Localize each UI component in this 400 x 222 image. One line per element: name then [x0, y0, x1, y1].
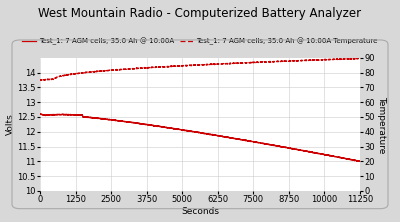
- Test_1: 7 AGM cells, 35.0 Ah @ 10.00A: (1.12e+04, 11): 7 AGM cells, 35.0 Ah @ 10.00A: (1.12e+04…: [357, 160, 362, 163]
- Test_1: 7 AGM cells, 35.0 Ah @ 10.00A Temperature: (1.1e+04, 89.4): 7 AGM cells, 35.0 Ah @ 10.00A Temperatur…: [352, 57, 356, 60]
- Text: West Mountain Radio - Computerized Battery Analyzer: West Mountain Radio - Computerized Batte…: [38, 7, 362, 20]
- Test_1: 7 AGM cells, 35.0 Ah @ 10.00A Temperature: (1.29e+03, 79.4): 7 AGM cells, 35.0 Ah @ 10.00A Temperatur…: [74, 72, 79, 75]
- X-axis label: Seconds: Seconds: [181, 207, 219, 216]
- Test_1: 7 AGM cells, 35.0 Ah @ 10.00A Temperature: (1.12e+04, 89.7): 7 AGM cells, 35.0 Ah @ 10.00A Temperatur…: [356, 57, 360, 59]
- Legend: Test_1: 7 AGM cells, 35.0 Ah @ 10.00A, Test_1: 7 AGM cells, 35.0 Ah @ 10.00A Tem: Test_1: 7 AGM cells, 35.0 Ah @ 10.00A, T…: [20, 35, 380, 48]
- Test_1: 7 AGM cells, 35.0 Ah @ 10.00A Temperature: (4.81e+03, 84.2): 7 AGM cells, 35.0 Ah @ 10.00A Temperatur…: [174, 65, 179, 68]
- Y-axis label: Temperature: Temperature: [378, 96, 386, 153]
- Test_1: 7 AGM cells, 35.0 Ah @ 10.00A: (1.29e+03, 12.6): 7 AGM cells, 35.0 Ah @ 10.00A: (1.29e+03…: [74, 114, 79, 116]
- Test_1: 7 AGM cells, 35.0 Ah @ 10.00A: (1.95e+03, 12.5): 7 AGM cells, 35.0 Ah @ 10.00A: (1.95e+03…: [93, 117, 98, 119]
- Line: Test_1: 7 AGM cells, 35.0 Ah @ 10.00A Temperature: Test_1: 7 AGM cells, 35.0 Ah @ 10.00A Te…: [40, 58, 360, 80]
- Test_1: 7 AGM cells, 35.0 Ah @ 10.00A Temperature: (4.32e+03, 84): 7 AGM cells, 35.0 Ah @ 10.00A Temperatur…: [160, 65, 165, 68]
- Test_1: 7 AGM cells, 35.0 Ah @ 10.00A: (1.12e+04, 11): 7 AGM cells, 35.0 Ah @ 10.00A: (1.12e+04…: [358, 160, 362, 163]
- Line: Test_1: 7 AGM cells, 35.0 Ah @ 10.00A: Test_1: 7 AGM cells, 35.0 Ah @ 10.00A: [40, 114, 360, 161]
- Test_1: 7 AGM cells, 35.0 Ah @ 10.00A Temperature: (63.8, 74.8): 7 AGM cells, 35.0 Ah @ 10.00A Temperatur…: [40, 79, 44, 81]
- Test_1: 7 AGM cells, 35.0 Ah @ 10.00A Temperature: (1.12e+04, 89.4): 7 AGM cells, 35.0 Ah @ 10.00A Temperatur…: [358, 57, 362, 60]
- Test_1: 7 AGM cells, 35.0 Ah @ 10.00A Temperature: (0, 74.8): 7 AGM cells, 35.0 Ah @ 10.00A Temperatur…: [38, 79, 42, 81]
- Test_1: 7 AGM cells, 35.0 Ah @ 10.00A: (1.1e+04, 11): 7 AGM cells, 35.0 Ah @ 10.00A: (1.1e+04,…: [352, 159, 356, 162]
- Test_1: 7 AGM cells, 35.0 Ah @ 10.00A: (4.81e+03, 12.1): 7 AGM cells, 35.0 Ah @ 10.00A: (4.81e+03…: [174, 128, 179, 130]
- Y-axis label: Volts: Volts: [6, 113, 14, 135]
- Test_1: 7 AGM cells, 35.0 Ah @ 10.00A: (11.3, 12.6): 7 AGM cells, 35.0 Ah @ 10.00A: (11.3, 12…: [38, 113, 43, 115]
- Test_1: 7 AGM cells, 35.0 Ah @ 10.00A: (0, 12.6): 7 AGM cells, 35.0 Ah @ 10.00A: (0, 12.6): [38, 113, 42, 115]
- Test_1: 7 AGM cells, 35.0 Ah @ 10.00A Temperature: (1.95e+03, 80.4): 7 AGM cells, 35.0 Ah @ 10.00A Temperatur…: [93, 71, 98, 73]
- Test_1: 7 AGM cells, 35.0 Ah @ 10.00A: (4.32e+03, 12.2): 7 AGM cells, 35.0 Ah @ 10.00A: (4.32e+03…: [160, 126, 165, 129]
- Test_1: 7 AGM cells, 35.0 Ah @ 10.00A: (9.82e+03, 11.3): 7 AGM cells, 35.0 Ah @ 10.00A: (9.82e+03…: [317, 152, 322, 155]
- Test_1: 7 AGM cells, 35.0 Ah @ 10.00A Temperature: (9.82e+03, 88.6): 7 AGM cells, 35.0 Ah @ 10.00A Temperatur…: [317, 58, 322, 61]
